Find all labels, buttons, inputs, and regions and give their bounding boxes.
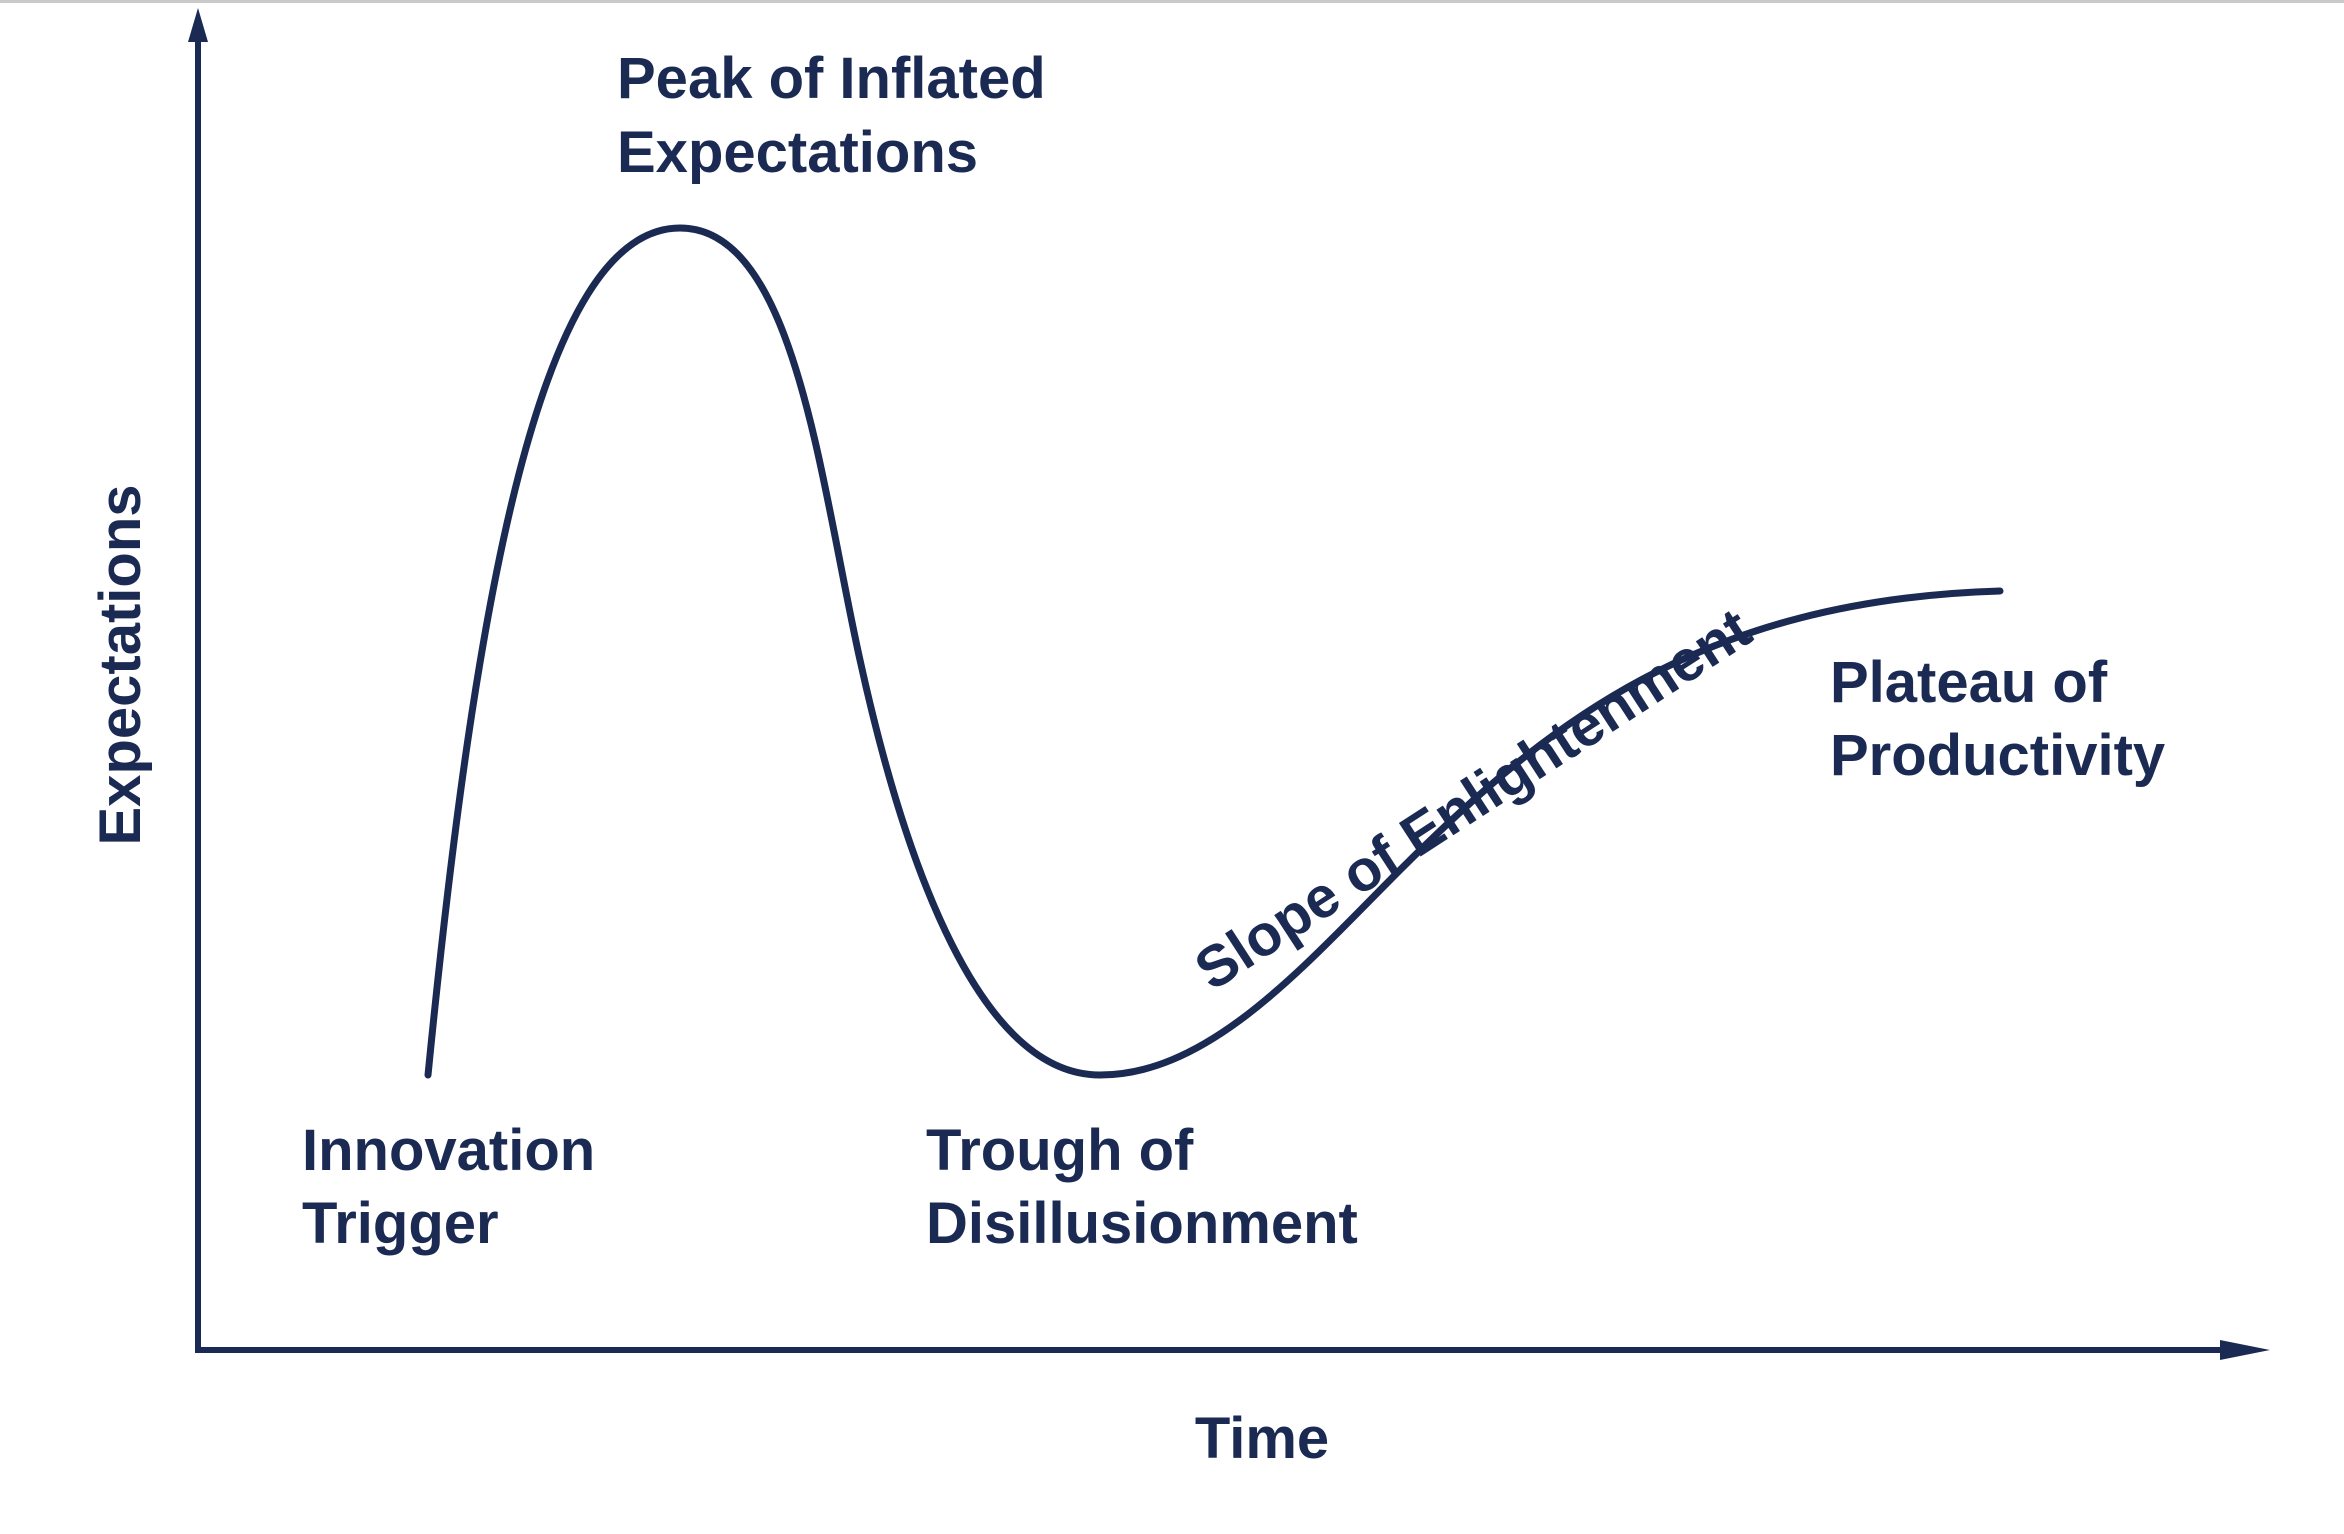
innovation-trigger-label-line-1: Innovation	[302, 1118, 595, 1183]
slope-label: Slope of Enlightenment	[1184, 596, 1763, 1003]
plateau-label-line-1: Plateau of	[1830, 650, 2108, 715]
trough-label-line-2: Disillusionment	[926, 1191, 1358, 1256]
trough-label-line-1: Trough of	[926, 1118, 1194, 1183]
y-axis-label: Expectations	[88, 485, 153, 846]
x-axis-label: Time	[1195, 1406, 1329, 1471]
y-axis-arrowhead	[188, 8, 208, 42]
x-axis-arrowhead	[2220, 1340, 2270, 1360]
peak-label-line-2: Expectations	[617, 120, 978, 185]
peak-label-line-1: Peak of Inflated	[617, 46, 1046, 111]
innovation-trigger-label-line-2: Trigger	[302, 1191, 499, 1256]
plateau-label-line-2: Productivity	[1830, 723, 2165, 788]
